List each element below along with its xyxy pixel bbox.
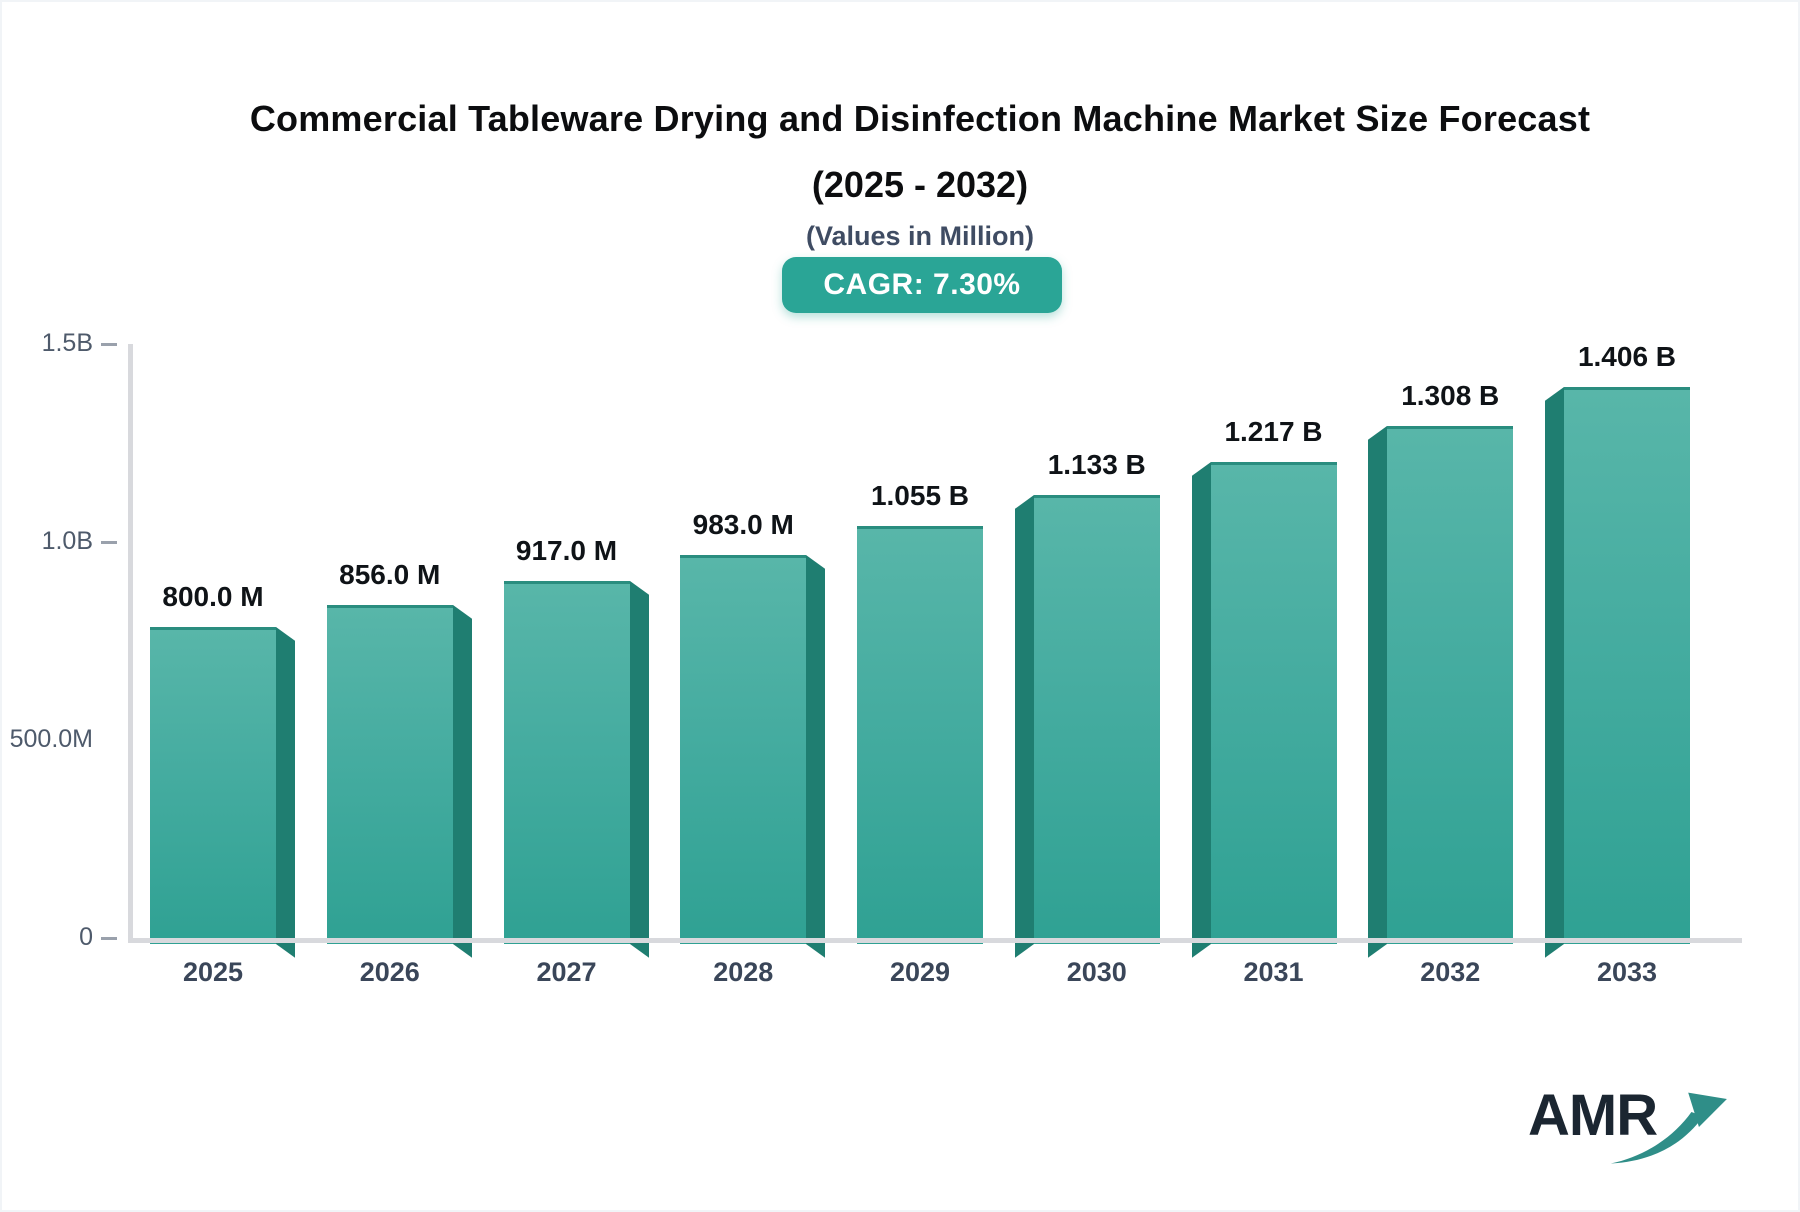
bar-2025[interactable] xyxy=(150,627,295,958)
bar-2028[interactable] xyxy=(680,555,826,958)
bar-front-face xyxy=(1033,495,1160,944)
amr-logo-arrow-icon xyxy=(1610,1092,1727,1164)
bar-side-face xyxy=(1545,387,1564,958)
bar-front-face xyxy=(1210,462,1337,944)
bar-2031[interactable] xyxy=(1191,462,1337,958)
bar-value-label: 1.133 B xyxy=(1047,449,1146,480)
bar-value-label: 1.217 B xyxy=(1224,416,1323,447)
bar-value-label: 800.0 M xyxy=(162,581,264,612)
bar-side-face xyxy=(1014,495,1034,958)
bar-front-face xyxy=(680,555,807,944)
bar-value-label: 1.055 B xyxy=(870,480,970,511)
bar-side-face xyxy=(1368,426,1388,958)
x-axis-label-2030: 2030 xyxy=(1066,957,1127,987)
chart-title-line1: Commercial Tableware Drying and Disinfec… xyxy=(249,98,1591,139)
y-tick-dash xyxy=(101,343,117,346)
amr-logo-text: AMR xyxy=(1528,1083,1658,1148)
bar-front-face xyxy=(503,581,630,944)
y-tick-label: 1.0B xyxy=(41,527,93,555)
x-axis-label-2032: 2032 xyxy=(1420,957,1481,987)
bar-side-face xyxy=(1191,462,1211,958)
x-axis-label-2033: 2033 xyxy=(1596,957,1658,987)
x-axis-label-2025: 2025 xyxy=(182,957,244,987)
x-axis-label-2027: 2027 xyxy=(536,957,597,987)
bar-value-label: 1.308 B xyxy=(1401,380,1500,411)
y-tick-label: 0 xyxy=(79,923,93,951)
bar-side-face xyxy=(629,581,649,958)
x-axis-label-2031: 2031 xyxy=(1243,957,1304,987)
x-axis-label-2029: 2029 xyxy=(889,957,951,987)
cagr-badge-label: CAGR: 7.30% xyxy=(823,268,1021,301)
bar-2027[interactable] xyxy=(503,581,649,958)
bar-2033[interactable] xyxy=(1545,387,1690,958)
x-axis-label-2028: 2028 xyxy=(713,957,774,987)
y-tick-dash xyxy=(101,541,117,544)
bar-2032[interactable] xyxy=(1368,426,1514,958)
bar-2029[interactable] xyxy=(857,526,983,944)
bar-front-face xyxy=(857,526,983,944)
y-tick-dash xyxy=(101,937,117,940)
bar-value-label: 1.406 B xyxy=(1577,341,1677,372)
y-axis-line xyxy=(128,344,133,943)
bar-front-face xyxy=(1387,426,1514,944)
cagr-badge: CAGR: 7.30% xyxy=(782,257,1062,313)
bar-2030[interactable] xyxy=(1014,495,1160,958)
bar-2026[interactable] xyxy=(326,605,472,958)
chart-title-line2: (2025 - 2032) xyxy=(811,164,1029,205)
bar-side-face xyxy=(276,627,295,958)
bar-front-face xyxy=(150,627,276,944)
chart-units-subtitle: (Values in Million) xyxy=(805,221,1035,251)
x-axis-label-2026: 2026 xyxy=(359,957,420,987)
bar-side-face xyxy=(806,555,826,958)
bar-side-face xyxy=(452,605,472,958)
y-tick-label: 500.0M xyxy=(9,725,93,753)
y-tick-label: 1.5B xyxy=(41,329,93,357)
bar-front-face xyxy=(326,605,453,944)
amr-logo: AMR xyxy=(1528,1082,1728,1182)
x-axis-line xyxy=(128,938,1742,943)
bar-value-label: 917.0 M xyxy=(515,535,618,566)
bar-value-label: 983.0 M xyxy=(692,509,794,540)
bar-value-label: 856.0 M xyxy=(339,559,441,590)
bar-front-face xyxy=(1564,387,1690,944)
